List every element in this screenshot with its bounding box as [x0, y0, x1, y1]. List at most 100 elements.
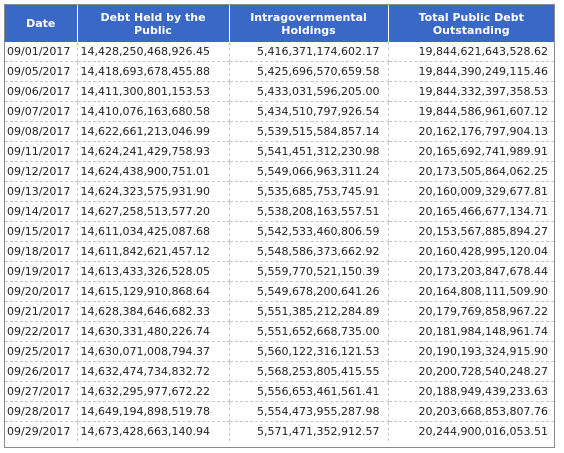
cell-date: 09/06/2017 [5, 81, 78, 102]
column-header-date[interactable]: Date [5, 5, 78, 42]
cell-debt-held-by-public: 14,673,428,663,140.94 [77, 421, 230, 441]
cell-total-public-debt: 19,844,621,643,528.62 [388, 42, 554, 62]
table-row: 09/14/2017 14,627,258,513,577.20 5,538,208… [5, 201, 554, 222]
cell-debt-held-by-public: 14,627,258,513,577.20 [77, 201, 230, 222]
cell-total-public-debt: 20,181,984,148,961.74 [388, 321, 554, 342]
cell-debt-held-by-public: 14,628,384,646,682.33 [77, 301, 230, 322]
cell-date: 09/05/2017 [5, 61, 78, 82]
cell-total-public-debt: 20,165,466,677,134.71 [388, 201, 554, 222]
cell-total-public-debt: 20,203,668,853,807.76 [388, 401, 554, 422]
cell-date: 09/13/2017 [5, 181, 78, 202]
cell-date: 09/28/2017 [5, 401, 78, 422]
cell-date: 09/14/2017 [5, 201, 78, 222]
cell-total-public-debt: 20,165,692,741,989.91 [388, 141, 554, 162]
cell-debt-held-by-public: 14,613,433,326,528.05 [77, 261, 230, 282]
cell-date: 09/15/2017 [5, 221, 78, 242]
cell-date: 09/01/2017 [5, 42, 78, 62]
cell-intragovernmental-holdings: 5,551,652,668,735.00 [229, 321, 389, 342]
cell-intragovernmental-holdings: 5,560,122,316,121.53 [229, 341, 389, 362]
cell-debt-held-by-public: 14,624,323,575,931.90 [77, 181, 230, 202]
table-row: 09/20/2017 14,615,129,910,868.64 5,549,678… [5, 281, 554, 302]
cell-debt-held-by-public: 14,615,129,910,868.64 [77, 281, 230, 302]
cell-total-public-debt: 20,173,203,847,678.44 [388, 261, 554, 282]
cell-debt-held-by-public: 14,418,693,678,455.88 [77, 61, 230, 82]
cell-debt-held-by-public: 14,410,076,163,680.58 [77, 101, 230, 122]
table-row: 09/01/2017 14,428,250,468,926.45 5,416,371… [5, 42, 554, 62]
table-body: 09/01/2017 14,428,250,468,926.45 5,416,371… [5, 42, 554, 441]
table-row: 09/18/2017 14,611,842,621,457.12 5,548,586… [5, 241, 554, 262]
cell-debt-held-by-public: 14,428,250,468,926.45 [77, 42, 230, 62]
cell-date: 09/07/2017 [5, 101, 78, 122]
cell-debt-held-by-public: 14,632,474,734,832.72 [77, 361, 230, 382]
cell-intragovernmental-holdings: 5,556,653,461,561.41 [229, 381, 389, 402]
cell-debt-held-by-public: 14,630,071,008,794.37 [77, 341, 230, 362]
table-row: 09/15/2017 14,611,034,425,087.68 5,542,533… [5, 221, 554, 242]
cell-total-public-debt: 19,844,390,249,115.46 [388, 61, 554, 82]
cell-debt-held-by-public: 14,630,331,480,226.74 [77, 321, 230, 342]
cell-intragovernmental-holdings: 5,539,515,584,857.14 [229, 121, 389, 142]
cell-intragovernmental-holdings: 5,554,473,955,287.98 [229, 401, 389, 422]
cell-date: 09/26/2017 [5, 361, 78, 382]
table-row: 09/06/2017 14,411,300,801,153.53 5,433,031… [5, 81, 554, 102]
cell-total-public-debt: 19,844,586,961,607.12 [388, 101, 554, 122]
cell-debt-held-by-public: 14,624,438,900,751.01 [77, 161, 230, 182]
cell-debt-held-by-public: 14,632,295,977,672.22 [77, 381, 230, 402]
column-header-total-public-debt[interactable]: Total Public Debt Outstanding [388, 5, 554, 42]
cell-total-public-debt: 20,162,176,797,904.13 [388, 121, 554, 142]
cell-intragovernmental-holdings: 5,548,586,373,662.92 [229, 241, 389, 262]
cell-debt-held-by-public: 14,649,194,898,519.78 [77, 401, 230, 422]
cell-intragovernmental-holdings: 5,551,385,212,284.89 [229, 301, 389, 322]
cell-date: 09/18/2017 [5, 241, 78, 262]
cell-intragovernmental-holdings: 5,425,696,570,659.58 [229, 61, 389, 82]
cell-date: 09/19/2017 [5, 261, 78, 282]
cell-total-public-debt: 20,188,949,439,233.63 [388, 381, 554, 402]
cell-total-public-debt: 20,160,009,329,677.81 [388, 181, 554, 202]
cell-intragovernmental-holdings: 5,535,685,753,745.91 [229, 181, 389, 202]
cell-total-public-debt: 20,153,567,885,894.27 [388, 221, 554, 242]
cell-date: 09/22/2017 [5, 321, 78, 342]
cell-intragovernmental-holdings: 5,434,510,797,926.54 [229, 101, 389, 122]
cell-total-public-debt: 20,200,728,540,248.27 [388, 361, 554, 382]
table-row: 09/29/2017 14,673,428,663,140.94 5,571,471… [5, 421, 554, 441]
cell-total-public-debt: 20,179,769,858,967.22 [388, 301, 554, 322]
cell-date: 09/29/2017 [5, 421, 78, 441]
table-row: 09/26/2017 14,632,474,734,832.72 5,568,253… [5, 361, 554, 382]
table-row: 09/28/2017 14,649,194,898,519.78 5,554,473… [5, 401, 554, 422]
debt-to-the-penny-table: Date Debt Held by the Public Intragovern… [5, 5, 554, 441]
cell-intragovernmental-holdings: 5,549,066,963,311.24 [229, 161, 389, 182]
cell-debt-held-by-public: 14,611,842,621,457.12 [77, 241, 230, 262]
cell-total-public-debt: 20,190,193,324,915.90 [388, 341, 554, 362]
cell-intragovernmental-holdings: 5,549,678,200,641.26 [229, 281, 389, 302]
cell-total-public-debt: 20,173,505,864,062.25 [388, 161, 554, 182]
cell-intragovernmental-holdings: 5,568,253,805,415.55 [229, 361, 389, 382]
cell-intragovernmental-holdings: 5,433,031,596,205.00 [229, 81, 389, 102]
cell-date: 09/20/2017 [5, 281, 78, 302]
table-row: 09/12/2017 14,624,438,900,751.01 5,549,066… [5, 161, 554, 182]
cell-intragovernmental-holdings: 5,416,371,174,602.17 [229, 42, 389, 62]
table-row: 09/07/2017 14,410,076,163,680.58 5,434,510… [5, 101, 554, 122]
column-header-debt-held-by-public[interactable]: Debt Held by the Public [77, 5, 230, 42]
table-row: 09/22/2017 14,630,331,480,226.74 5,551,652… [5, 321, 554, 342]
table-row: 09/05/2017 14,418,693,678,455.88 5,425,696… [5, 61, 554, 82]
cell-intragovernmental-holdings: 5,542,533,460,806.59 [229, 221, 389, 242]
cell-total-public-debt: 20,164,808,111,509.90 [388, 281, 554, 302]
table-row: 09/25/2017 14,630,071,008,794.37 5,560,122… [5, 341, 554, 362]
table-row: 09/19/2017 14,613,433,326,528.05 5,559,770… [5, 261, 554, 282]
table-row: 09/11/2017 14,624,241,429,758.93 5,541,451… [5, 141, 554, 162]
cell-debt-held-by-public: 14,611,034,425,087.68 [77, 221, 230, 242]
cell-date: 09/21/2017 [5, 301, 78, 322]
cell-date: 09/27/2017 [5, 381, 78, 402]
cell-total-public-debt: 20,160,428,995,120.04 [388, 241, 554, 262]
column-header-intragovernmental-holdings[interactable]: Intragovernmental Holdings [229, 5, 389, 42]
cell-total-public-debt: 19,844,332,397,358.53 [388, 81, 554, 102]
debt-table-container: Date Debt Held by the Public Intragovern… [4, 4, 555, 448]
cell-date: 09/08/2017 [5, 121, 78, 142]
cell-total-public-debt: 20,244,900,016,053.51 [418, 425, 548, 438]
table-row: 09/21/2017 14,628,384,646,682.33 5,551,385… [5, 301, 554, 322]
cell-intragovernmental-holdings: 5,571,471,352,912.57 [229, 421, 389, 441]
cell-date: 09/25/2017 [5, 341, 78, 362]
table-header-row: Date Debt Held by the Public Intragovern… [5, 5, 554, 42]
cell-intragovernmental-holdings: 5,541,451,312,230.98 [229, 141, 389, 162]
cell-intragovernmental-holdings: 5,538,208,163,557.51 [229, 201, 389, 222]
table-row: 09/27/2017 14,632,295,977,672.22 5,556,653… [5, 381, 554, 402]
